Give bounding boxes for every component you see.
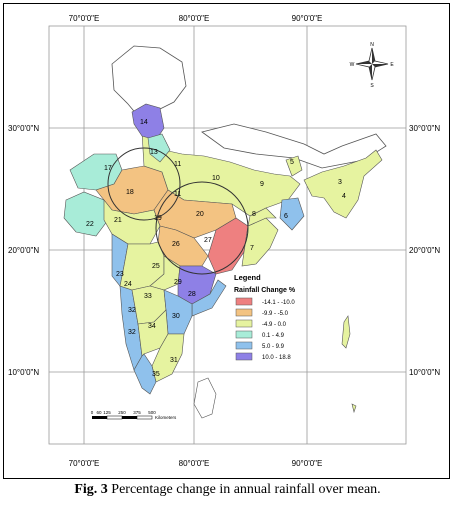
region-label: 4 (342, 193, 346, 200)
nicobar-islands (351, 403, 357, 414)
region-label: 30 (172, 313, 180, 320)
region-label: 21 (114, 217, 122, 224)
compass-n: N (370, 42, 374, 48)
region-6 (279, 197, 305, 231)
circle-central (155, 181, 249, 275)
longitude-labels: 70°0'0"E 80°0'0"E 90°0'0"E 70°0'0"E 80°0… (69, 14, 323, 468)
scale-tick: 60 (96, 410, 102, 415)
lon-label-bottom-80: 80°0'0"E (179, 459, 210, 468)
scale-bar: 0 60 125 250 375 500 Kilometers (91, 410, 177, 420)
legend-label: -14.1 - -10.0 (262, 300, 295, 306)
lat-label-left-30: 30°0'0"N (8, 124, 39, 133)
legend-swatch (235, 297, 253, 306)
region-label: 35 (152, 371, 160, 378)
rainfall-map: 7 8 6 5 3 4 9 10 11 11 13 14 17 18 19 20… (8, 14, 440, 468)
circle-west (107, 147, 181, 221)
neighbour-land (111, 45, 387, 169)
region-13 (147, 133, 171, 163)
region-label: 11 (174, 161, 181, 168)
region-label: 19 (154, 215, 162, 222)
compass-s: S (370, 83, 374, 89)
andaman-islands (341, 315, 351, 349)
caption-label: Fig. 3 (74, 482, 108, 497)
region-3 (303, 149, 383, 219)
region-label: 22 (86, 221, 94, 228)
lat-label-right-20: 20°0'0"N (409, 246, 440, 255)
scale-tick: 250 (118, 410, 126, 415)
map-frame: 7 8 6 5 3 4 9 10 11 11 13 14 17 18 19 20… (3, 3, 450, 479)
region-label: 31 (170, 357, 178, 364)
legend-swatch (235, 330, 253, 339)
lon-label-top-70: 70°0'0"E (69, 14, 100, 23)
lon-label-top-90: 90°0'0"E (292, 14, 323, 23)
legend: Legend Rainfall Change % -14.1 - -10.0 -9… (234, 273, 296, 361)
legend-label: -9.9 - -5.0 (262, 311, 289, 317)
region-label: 7 (250, 245, 254, 252)
region-label: 25 (152, 263, 160, 270)
region-22 (63, 191, 109, 237)
caption-text: Percentage change in annual rainfall ove… (111, 482, 381, 497)
region-label: 28 (188, 291, 196, 298)
region-label: 13 (150, 149, 158, 156)
scale-tick: 125 (103, 410, 111, 415)
legend-label: 5.0 - 9.9 (262, 344, 285, 350)
region-label: 20 (196, 211, 204, 218)
scale-tick: 375 (133, 410, 141, 415)
compass-icon: N S E W (350, 42, 395, 89)
lon-label-bottom-90: 90°0'0"E (292, 459, 323, 468)
region-label: 8 (252, 211, 256, 218)
legend-swatch (235, 308, 253, 317)
region-label: 26 (172, 241, 180, 248)
figure-caption: Fig. 3 Percentage change in annual rainf… (0, 482, 455, 498)
latitude-labels: 30°0'0"N 20°0'0"N 10°0'0"N 30°0'0"N 20°0… (8, 124, 440, 377)
legend-label: 0.1 - 4.9 (262, 333, 285, 339)
india-regions (63, 103, 383, 419)
region-21 (103, 199, 161, 245)
region-label: 14 (140, 119, 148, 126)
region-label: 32 (128, 307, 136, 314)
lon-label-bottom-70: 70°0'0"E (69, 459, 100, 468)
region-label: 27 (204, 237, 212, 244)
region-label: 18 (126, 189, 134, 196)
scale-unit: Kilometers (155, 415, 177, 420)
compass-w: W (350, 62, 355, 68)
legend-swatch (235, 352, 253, 361)
region-27 (207, 217, 249, 275)
highlight-circles (107, 147, 249, 275)
region-label: 34 (148, 323, 156, 330)
scale-tick: 0 (91, 410, 94, 415)
legend-subtitle: Rainfall Change % (234, 287, 296, 294)
region-label: 29 (174, 279, 182, 286)
region-5 (285, 155, 303, 177)
region-7 (241, 217, 279, 267)
legend-swatch (235, 319, 253, 328)
region-35 (133, 353, 157, 395)
region-label: 6 (284, 213, 288, 220)
lat-label-right-30: 30°0'0"N (409, 124, 440, 133)
region-label: 3 (338, 179, 342, 186)
region-14 (131, 103, 165, 141)
legend-label: 10.0 - 18.8 (262, 355, 291, 361)
compass-e: E (390, 62, 394, 68)
lat-label-right-10: 10°0'0"N (409, 368, 440, 377)
lat-label-left-20: 20°0'0"N (8, 246, 39, 255)
region-label: 5 (290, 159, 294, 166)
region-number-labels: 7 8 6 5 3 4 9 10 11 11 13 14 17 18 19 20… (86, 119, 346, 378)
region-label: 23 (116, 271, 124, 278)
region-label: 9 (260, 181, 264, 188)
legend-title: Legend (234, 273, 261, 282)
region-label: 32 (128, 329, 136, 336)
region-label: 33 (144, 293, 152, 300)
sri-lanka (193, 377, 217, 419)
region-label: 17 (104, 165, 112, 172)
scale-tick: 500 (148, 410, 156, 415)
lon-label-top-80: 80°0'0"E (179, 14, 210, 23)
region-label: 24 (124, 281, 132, 288)
region-label: 10 (212, 175, 220, 182)
lat-label-left-10: 10°0'0"N (8, 368, 39, 377)
region-label: 11 (174, 191, 181, 198)
legend-label: -4.9 - 0.0 (262, 322, 287, 328)
legend-swatch (235, 341, 253, 350)
